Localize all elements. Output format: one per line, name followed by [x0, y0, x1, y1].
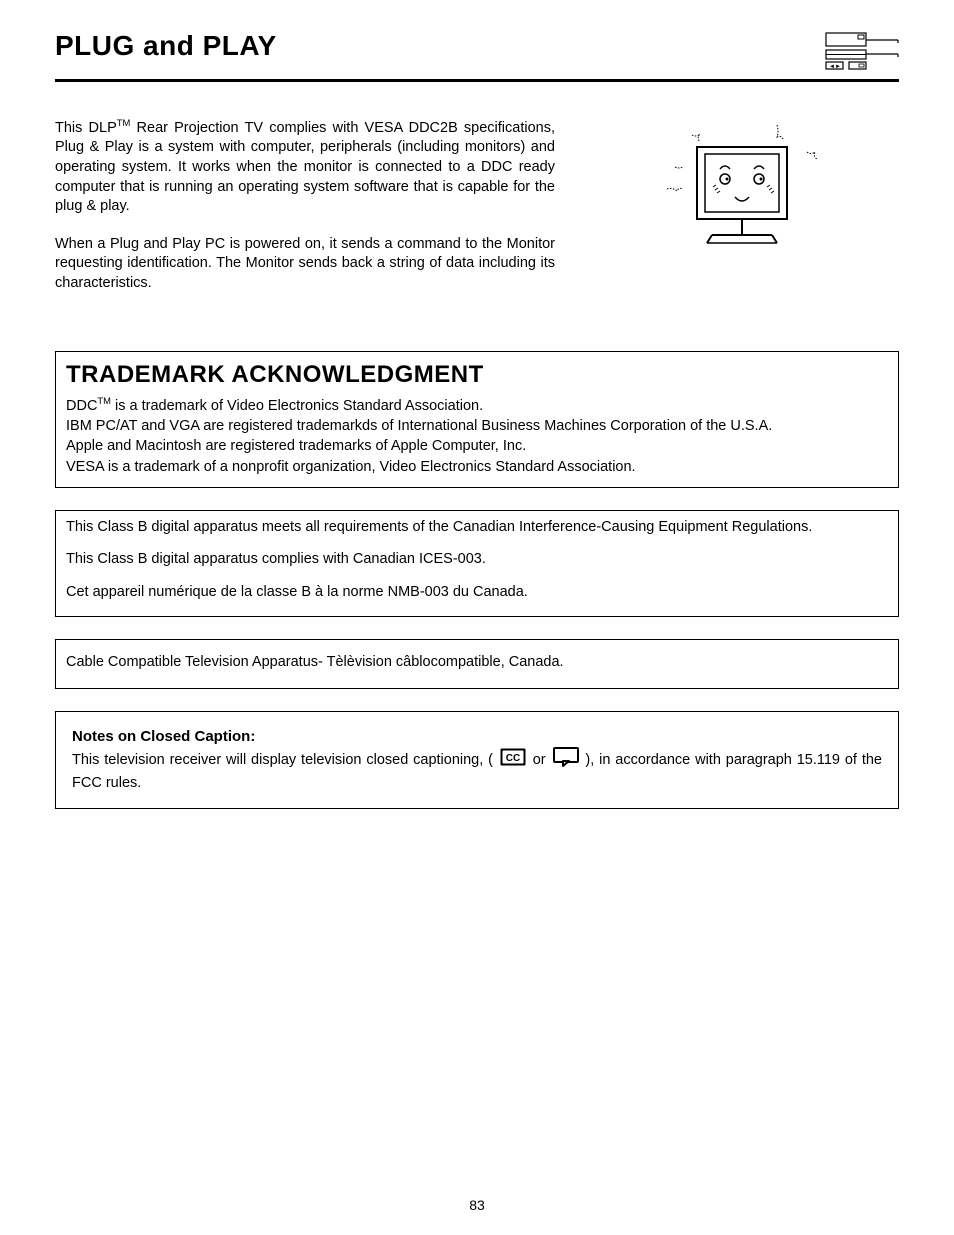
intro-text: This DLPTM Rear Projection TV complies w…: [55, 117, 555, 311]
page-header: PLUG and PLAY ◄►: [55, 30, 899, 82]
cable-text: Cable Compatible Television Apparatus- T…: [66, 646, 888, 678]
classb-line-2: This Class B digital apparatus complies …: [66, 549, 888, 569]
tv-illustration: [575, 117, 899, 311]
classb-box: This Class B digital apparatus meets all…: [55, 510, 899, 617]
cc-body: This television receiver will display te…: [72, 747, 882, 794]
trademark-line-1: DDCTM is a trademark of Video Electronic…: [66, 394, 888, 416]
intro-paragraph-1: This DLPTM Rear Projection TV complies w…: [55, 117, 555, 217]
classb-line-1: This Class B digital apparatus meets all…: [66, 517, 888, 537]
speech-bubble-icon: [553, 747, 579, 773]
page-title: PLUG and PLAY: [55, 30, 277, 62]
classb-line-3: Cet appareil numérique de la classe B à …: [66, 582, 888, 602]
trademark-line-3: Apple and Macintosh are registered trade…: [66, 436, 888, 456]
intro-paragraph-2: When a Plug and Play PC is powered on, i…: [55, 235, 555, 294]
svg-text:CC: CC: [506, 753, 520, 764]
trademark-box: TRADEMARK ACKNOWLEDGMENT DDCTM is a trad…: [55, 351, 899, 488]
cc-box-icon: CC: [500, 748, 526, 772]
trademark-line-2: IBM PC/AT and VGA are registered tradema…: [66, 416, 888, 436]
intro-section: This DLPTM Rear Projection TV complies w…: [55, 117, 899, 311]
svg-text:◄►: ◄►: [829, 64, 841, 70]
cable-box: Cable Compatible Television Apparatus- T…: [55, 639, 899, 689]
cc-notes-title: Notes on Closed Caption:: [72, 726, 882, 747]
closed-caption-box: Notes on Closed Caption: This television…: [55, 711, 899, 809]
header-device-icon: ◄►: [825, 32, 899, 75]
page-number: 83: [0, 1197, 954, 1213]
trademark-title: TRADEMARK ACKNOWLEDGMENT: [66, 358, 888, 392]
trademark-line-4: VESA is a trademark of a nonprofit organ…: [66, 457, 888, 477]
